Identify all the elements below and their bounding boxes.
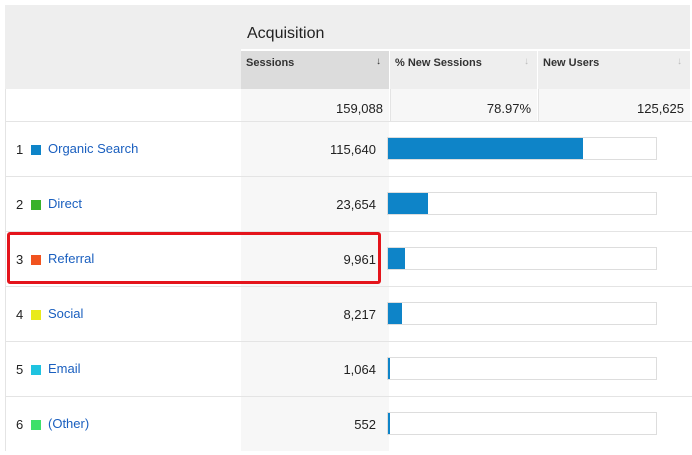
sessions-cell: 552	[241, 397, 389, 451]
sessions-cell: 115,640	[241, 122, 389, 176]
row-index: 6	[16, 417, 24, 432]
row-index: 5	[16, 362, 24, 377]
sessions-cell: 1,064	[241, 342, 389, 396]
column-header-new-sessions[interactable]: % New Sessions ↓	[390, 51, 537, 89]
channel-color-swatch	[31, 310, 41, 320]
sessions-bar	[388, 138, 583, 159]
channel-color-swatch	[31, 200, 41, 210]
sessions-bar-track	[387, 357, 657, 380]
table-row: 4 Social 8,217	[5, 286, 692, 341]
sessions-cell: 23,654	[241, 177, 389, 231]
table-row: 6 (Other) 552	[5, 396, 692, 451]
sessions-bar	[388, 193, 428, 214]
sessions-value: 1,064	[343, 362, 376, 377]
arrow-down-icon[interactable]: ↓	[524, 56, 529, 67]
channel-link[interactable]: Organic Search	[48, 141, 139, 156]
total-sessions: 159,088	[241, 89, 389, 121]
sessions-bar-track	[387, 137, 657, 160]
table-row: 2 Direct 23,654	[5, 176, 692, 231]
row-index: 3	[16, 252, 24, 267]
total-new-users: 125,625	[538, 89, 690, 121]
channel-link[interactable]: Email	[48, 361, 81, 376]
sessions-value: 552	[354, 417, 376, 432]
row-index: 4	[16, 307, 24, 322]
column-header-sessions[interactable]: Sessions ↓	[241, 51, 389, 89]
acquisition-group-header: Acquisition	[241, 5, 690, 49]
row-index: 2	[16, 197, 24, 212]
row-index: 1	[16, 142, 24, 157]
sessions-bar-track	[387, 302, 657, 325]
channel-link[interactable]: Social	[48, 306, 84, 321]
sessions-cell: 9,961	[241, 232, 389, 286]
total-new-sessions-pct: 78.97%	[390, 89, 537, 121]
table-left-border	[5, 121, 6, 451]
sessions-value: 8,217	[343, 307, 376, 322]
channel-color-swatch	[31, 420, 41, 430]
column-label-sessions: Sessions	[246, 57, 295, 69]
channel-link[interactable]: Referral	[48, 251, 95, 266]
table-row: 5 Email 1,064	[5, 341, 692, 396]
sessions-bar-track	[387, 412, 657, 435]
sessions-bar	[388, 303, 402, 324]
sessions-value: 23,654	[336, 197, 376, 212]
arrow-down-icon[interactable]: ↓	[677, 56, 682, 67]
channel-color-swatch	[31, 255, 41, 265]
arrow-down-icon[interactable]: ↓	[376, 56, 381, 67]
sessions-bar-track	[387, 247, 657, 270]
totals-label-cell	[5, 89, 241, 121]
channel-color-swatch	[31, 365, 41, 375]
sessions-value: 9,961	[343, 252, 376, 267]
column-label-new-sessions: % New Sessions	[395, 57, 482, 69]
channel-color-swatch	[31, 145, 41, 155]
sessions-bar	[388, 248, 405, 269]
sessions-bar-track	[387, 192, 657, 215]
header-spacer	[5, 5, 241, 89]
acquisition-title: Acquisition	[247, 25, 325, 42]
column-header-new-users[interactable]: New Users ↓	[538, 51, 690, 89]
sessions-bar	[388, 413, 390, 434]
table-row: 1 Organic Search 115,640	[5, 121, 692, 176]
sessions-cell: 8,217	[241, 287, 389, 341]
sessions-bar	[388, 358, 390, 379]
channel-link[interactable]: Direct	[48, 196, 82, 211]
column-label-new-users: New Users	[543, 57, 600, 69]
table-row: 3 Referral 9,961	[5, 231, 692, 286]
sessions-value: 115,640	[329, 142, 376, 157]
channel-link[interactable]: (Other)	[48, 416, 90, 431]
